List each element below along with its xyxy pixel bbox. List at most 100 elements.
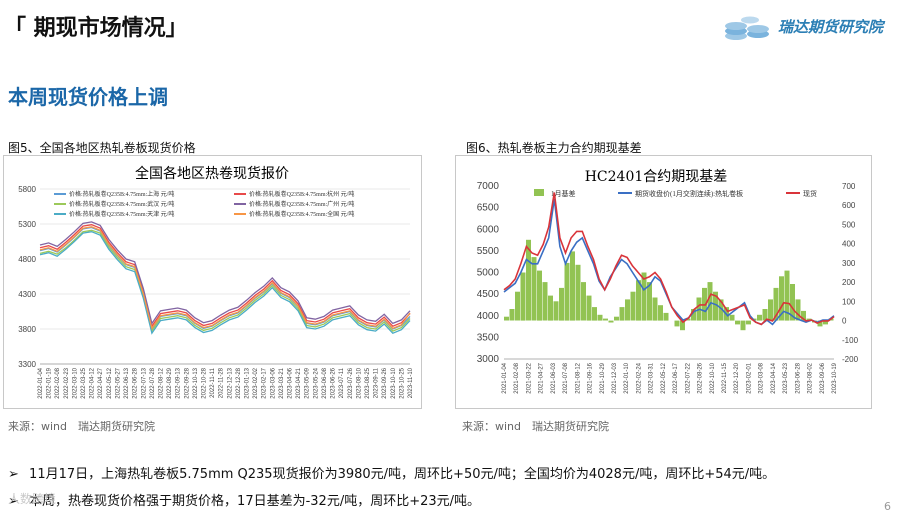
basis-bar <box>625 299 630 321</box>
x-tick-label: 2022-03-25 <box>81 367 87 398</box>
legend-swatch <box>534 189 544 196</box>
chart-panel-spot-prices: 全国各地区热卷现货报价 5800 5300 4800 4300 3800 3300 2022… <box>3 155 422 409</box>
series-line <box>39 226 411 330</box>
basis-bar <box>586 295 592 321</box>
x-tick-label: 2021-09-16 <box>588 362 594 393</box>
series-line <box>39 221 411 325</box>
basis-bar <box>817 320 823 327</box>
y-tick-label: 6500 <box>477 203 500 214</box>
x-tick-label: 2021-02-08 <box>514 362 520 393</box>
y2-tick-label: 300 <box>842 259 856 268</box>
x-tick-label: 2022-09-28 <box>184 367 190 398</box>
x-tick-label: 2022-08-29 <box>167 367 173 398</box>
legend-label: 价格:热轧板卷Q235B:4.75mm:天津 元/吨 <box>69 210 174 218</box>
y2-tick-label: 200 <box>842 278 856 287</box>
y-tick-label: 3000 <box>477 354 500 365</box>
basis-bar <box>746 320 751 325</box>
legend-label: 价格:热轧板卷Q235B:4.75mm:广州 元/吨 <box>249 200 354 208</box>
y2-tick-label: 600 <box>842 201 856 210</box>
x-tick-label: 2022-09-13 <box>176 367 182 398</box>
x-tick-label: 2021-08-12 <box>575 362 581 393</box>
x-tick-label: 2023-09-11 <box>374 367 380 398</box>
y2-tick-label: 0 <box>842 317 847 326</box>
x-tick-label: 2023-10-10 <box>391 367 397 398</box>
basis-bar <box>564 262 570 321</box>
basis-bar <box>504 316 509 321</box>
basis-bar <box>674 320 680 327</box>
page-number: 6 <box>884 500 891 513</box>
basis-bar <box>570 251 575 321</box>
basis-bar <box>630 291 636 321</box>
x-tick-label: 2022-04-12 <box>90 367 96 398</box>
x-tick-label: 2021-06-03 <box>551 362 557 393</box>
x-tick-label: 2022-08-26 <box>698 362 704 393</box>
legend-label: 1月基差 <box>551 189 576 198</box>
basis-bar <box>768 299 773 321</box>
bullet-text: 11月17日，上海热轧卷板5.75mm Q235现货报价为3980元/吨，周环比… <box>29 467 776 482</box>
x-tick-label: 2023-02-01 <box>746 362 752 393</box>
x-tick-label: 2023-02-17 <box>262 367 268 398</box>
y-tick-label: 5500 <box>477 246 500 257</box>
basis-bar <box>520 272 526 321</box>
x-tick-label: 2022-12-28 <box>236 367 242 398</box>
x-tick-label: 2022-12-20 <box>734 362 740 393</box>
x-tick-label: 2022-06-13 <box>124 367 130 398</box>
basis-bar <box>597 314 603 321</box>
x-tick-label: 2021-01-04 <box>502 362 508 393</box>
x-tick-label: 2023-05-23 <box>783 362 789 393</box>
legend-label: 现货 <box>803 189 817 198</box>
basis-bar <box>735 320 740 325</box>
section-title: 本周现货价格上调 <box>8 85 168 109</box>
x-tick-label: 2023-03-06 <box>270 367 276 398</box>
basis-bar <box>548 295 553 321</box>
legend-label: 价格:热轧板卷Q235B:4.75mm:杭州 元/吨 <box>249 190 354 198</box>
x-tick-label: 2023-11-10 <box>408 367 414 398</box>
basis-bar <box>729 314 735 321</box>
x-tick-label: 2023-10-19 <box>832 362 838 393</box>
y2-tick-label: 500 <box>842 220 856 229</box>
x-tick-label: 2022-01-04 <box>38 367 44 398</box>
basis-bar <box>718 299 724 321</box>
basis-bar <box>680 320 685 331</box>
basis-bar <box>542 282 548 321</box>
x-tick-label: 2022-04-27 <box>98 367 104 398</box>
x-tick-label: 2021-12-03 <box>612 362 618 393</box>
x-tick-label: 2023-08-10 <box>356 367 362 398</box>
x-tick-label: 2023-08-02 <box>808 362 814 393</box>
x-tick-label: 2023-01-13 <box>245 367 251 398</box>
y-tick-label: 5800 <box>18 185 36 194</box>
basis-bar <box>713 291 718 321</box>
x-tick-label: 2022-07-13 <box>141 367 147 398</box>
x-tick-label: 2023-07-26 <box>348 367 354 398</box>
x-tick-label: 2022-03-31 <box>649 362 655 393</box>
x-tick-label: 2023-06-28 <box>795 362 801 393</box>
legend-label: 期货收盘价(1月交割连续):热轧卷板 <box>635 189 743 198</box>
basis-bar <box>795 299 801 321</box>
basis-bar <box>773 287 779 321</box>
arrow-bullet-icon: ➢ <box>8 467 19 482</box>
x-tick-label: 2022-07-22 <box>685 362 691 393</box>
basis-bar <box>647 282 652 321</box>
basis-bar <box>779 276 784 321</box>
x-tick-label: 2022-08-12 <box>158 367 164 398</box>
basis-bar <box>531 257 537 321</box>
legend-label: 价格:热轧板卷Q235B:4.75mm:武汉 元/吨 <box>69 200 174 208</box>
basis-bar <box>575 264 581 321</box>
coin-stack-icon <box>725 16 769 40</box>
basis-bar <box>537 270 542 321</box>
x-tick-label: 2023-09-06 <box>820 362 826 393</box>
basis-bar <box>801 310 806 321</box>
x-tick-label: 2021-07-08 <box>563 362 569 393</box>
basis-bar <box>526 239 531 321</box>
chart-title: HC2401合约期现基差 <box>585 168 728 185</box>
figure-5-source: 来源：wind 瑞达期货研究院 <box>8 420 156 433</box>
basis-bar <box>784 270 790 321</box>
x-tick-label: 2022-05-12 <box>661 362 667 393</box>
basis-bar <box>509 309 515 321</box>
x-tick-label: 2022-06-28 <box>133 367 139 398</box>
basis-bar <box>636 280 641 321</box>
x-tick-label: 2022-11-28 <box>219 367 225 398</box>
basis-bar <box>592 307 597 321</box>
basis-bar <box>757 314 762 321</box>
y-tick-label: 5000 <box>477 268 500 279</box>
